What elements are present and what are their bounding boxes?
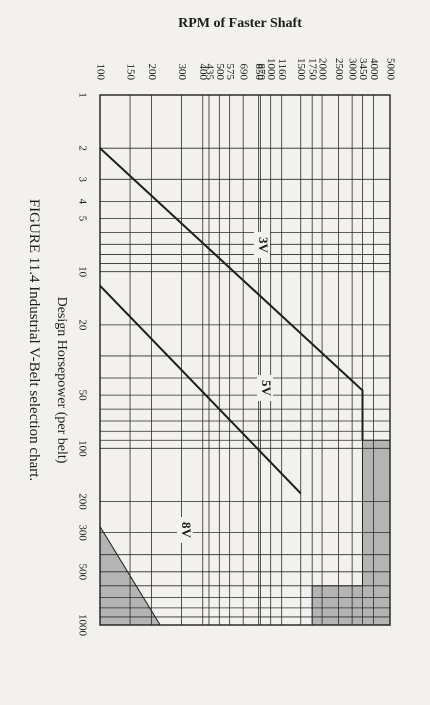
y-tick-label: 1000 <box>265 58 277 81</box>
x-tick-label: 300 <box>76 524 88 541</box>
y-tick-label: 150 <box>125 64 137 81</box>
x-tick-label: 200 <box>76 493 88 510</box>
y-tick-label: 3000 <box>347 58 359 81</box>
x-tick-label: 20 <box>76 319 88 331</box>
x-tick-label: 2 <box>76 145 88 151</box>
label-backdrop <box>254 232 270 258</box>
boundary-line <box>99 147 364 441</box>
x-tick-label: 10 <box>76 266 88 278</box>
y-tick-label: 870 <box>255 64 267 81</box>
label-backdrop <box>177 517 193 543</box>
caption: FIGURE 11.4 Industrial V-Belt selection … <box>26 199 42 481</box>
y-tick-label: 2500 <box>333 58 345 81</box>
x-tick-label: 1000 <box>76 614 88 637</box>
x-axis-label: Design Horsepower (per belt) <box>54 297 69 464</box>
y-tick-label: 200 <box>146 64 158 81</box>
x-tick-label: 5 <box>76 216 88 222</box>
y-tick-label: 575 <box>224 64 236 81</box>
x-tick-label: 4 <box>76 199 88 205</box>
plot-frame <box>99 94 391 626</box>
x-tick-label: 500 <box>76 564 88 581</box>
region-label: 3V <box>256 237 271 254</box>
y-tick-label: 2000 <box>317 58 329 81</box>
chart-title: RPM of Faster Shaft <box>178 16 302 31</box>
y-tick-label: 500 <box>214 64 226 81</box>
x-tick-label: 1 <box>76 92 88 98</box>
x-tick-label: 100 <box>76 440 88 457</box>
y-tick-label: 1750 <box>307 58 319 81</box>
y-tick-label: 435 <box>203 64 215 81</box>
boundary-line <box>99 284 302 495</box>
x-tick-label: 3 <box>76 177 88 183</box>
label-backdrop <box>257 375 273 401</box>
y-tick-label: 850 <box>253 64 265 81</box>
y-tick-label: 690 <box>238 64 250 81</box>
y-tick-label: 5000 <box>384 58 396 81</box>
y-tick-label: 1160 <box>276 58 288 80</box>
region-label: 5V <box>259 380 274 397</box>
y-tick-label: 1500 <box>295 58 307 81</box>
region-label: 8V <box>179 522 194 539</box>
y-tick-label: 3450 <box>357 58 369 81</box>
y-tick-label: 400 <box>197 64 209 81</box>
y-tick-label: 300 <box>176 64 188 81</box>
y-tick-label: 4000 <box>368 58 380 81</box>
y-tick-label: 100 <box>94 64 106 81</box>
x-tick-label: 50 <box>76 390 88 402</box>
